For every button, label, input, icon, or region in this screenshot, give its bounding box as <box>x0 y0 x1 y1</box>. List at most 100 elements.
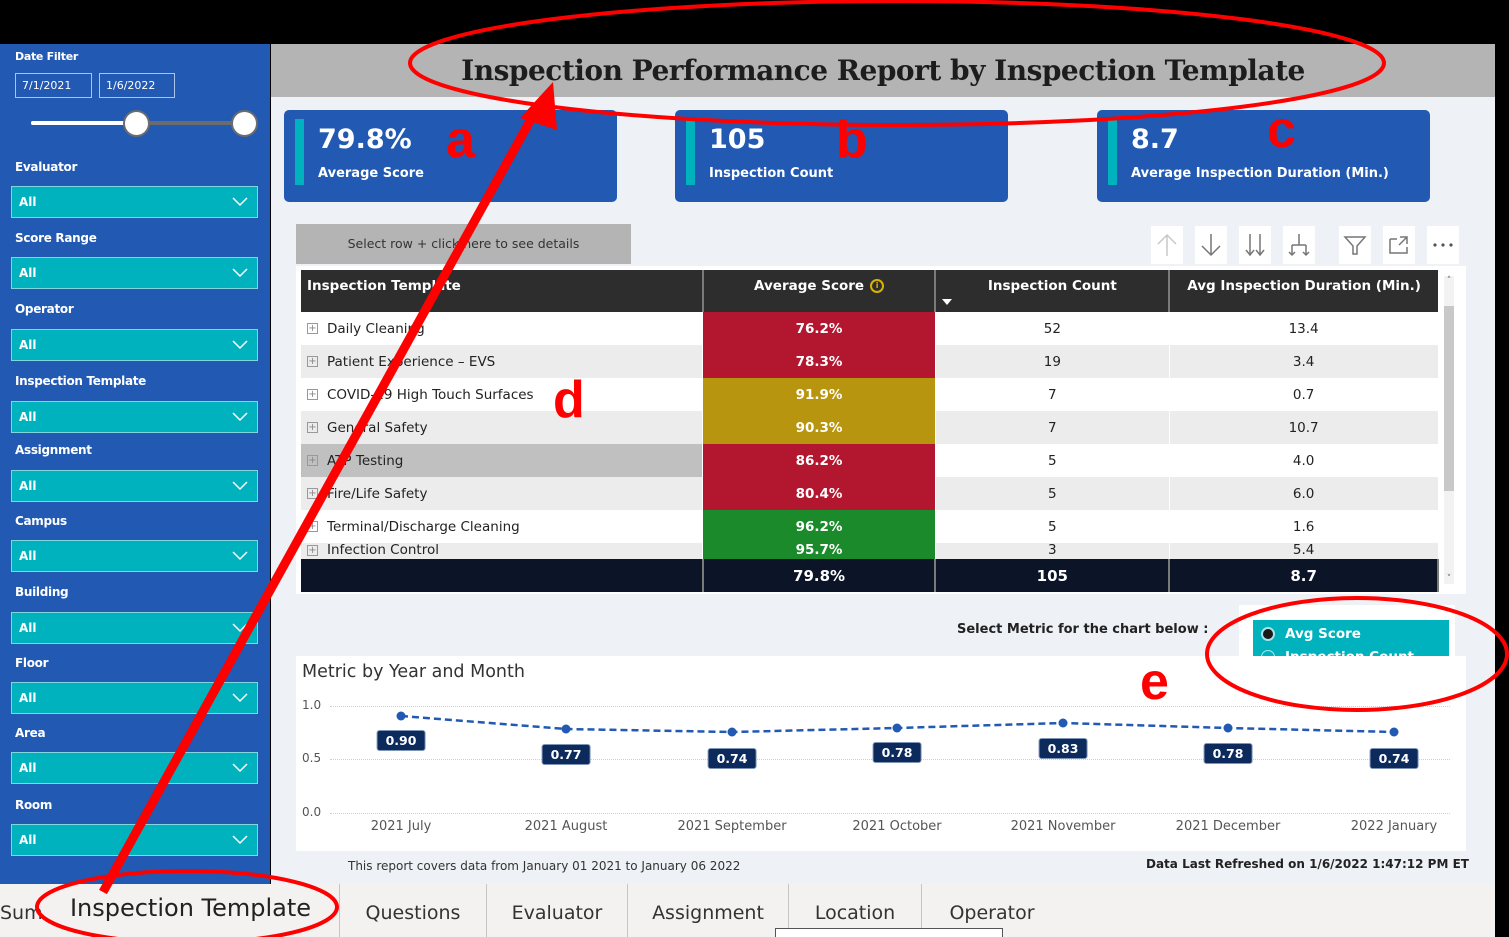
table-row[interactable]: + Terminal/Discharge Cleaning 96.2% 5 1.6 <box>301 510 1439 543</box>
chevron-down-icon <box>232 693 248 703</box>
template-name-cell[interactable]: + Daily Cleaning <box>301 312 704 345</box>
expand-plus-icon[interactable]: + <box>307 488 318 499</box>
tab-inspection-template[interactable]: Inspection Template <box>42 884 339 937</box>
kpi-value: 79.8% <box>318 124 412 155</box>
template-name-cell[interactable]: + Terminal/Discharge Cleaning <box>301 510 704 543</box>
column-header-average-score[interactable]: Average Score i <box>702 270 937 312</box>
column-header-avg-duration[interactable]: Avg Inspection Duration (Min.) <box>1169 270 1438 312</box>
annotation-label-b: b <box>836 111 868 169</box>
tab-summary[interactable]: Summ <box>0 902 42 924</box>
average-score-cell: 95.7% <box>702 543 936 559</box>
metric-option-avg-score[interactable]: Avg Score <box>1261 623 1449 646</box>
tab-evaluator[interactable]: Evaluator <box>487 884 628 937</box>
template-name: General Safety <box>327 419 428 436</box>
tab-assignment[interactable]: Assignment <box>628 884 789 937</box>
filter-label-assignment: Assignment <box>15 443 92 457</box>
table-row[interactable]: + Daily Cleaning 76.2% 52 13.4 <box>301 312 1439 345</box>
date-slider-end-handle[interactable] <box>231 110 258 137</box>
column-header-inspection-count[interactable]: Inspection Count <box>935 270 1171 312</box>
avg-duration-cell: 6.0 <box>1169 477 1439 510</box>
average-score-cell: 96.2% <box>702 510 936 543</box>
table-row[interactable]: + COVID-19 High Touch Surfaces 91.9% 7 0.… <box>301 378 1439 411</box>
template-name-cell[interactable]: + General Safety <box>301 411 704 444</box>
template-name: ATP Testing <box>327 452 404 469</box>
template-name-cell[interactable]: + Infection Control <box>301 543 704 559</box>
page-navigation-box <box>775 928 1003 937</box>
table-row[interactable]: + General Safety 90.3% 7 10.7 <box>301 411 1439 444</box>
tab-location[interactable]: Location <box>789 884 922 937</box>
template-name: Daily Cleaning <box>327 320 425 337</box>
dropdown-value: All <box>19 266 37 280</box>
dropdown-value: All <box>19 479 37 493</box>
evaluator-dropdown[interactable]: All <box>11 186 258 218</box>
inspection-count-cell: 19 <box>935 345 1170 378</box>
dropdown-value: All <box>19 410 37 424</box>
column-header-label: Average Score <box>754 278 865 294</box>
table-scrollbar[interactable]: ˄ ˅ <box>1444 276 1454 584</box>
card-accent <box>686 119 695 185</box>
double-arrow-down-icon[interactable] <box>1239 226 1271 264</box>
expand-plus-icon[interactable]: + <box>307 323 318 334</box>
operator-dropdown[interactable]: All <box>11 329 258 361</box>
score-range-dropdown[interactable]: All <box>11 257 258 289</box>
arrow-up-icon[interactable] <box>1151 226 1183 264</box>
table-row-partial[interactable]: + Infection Control 95.7% 3 5.4 <box>301 543 1439 559</box>
total-count: 105 <box>935 559 1171 592</box>
dropdown-value: All <box>19 621 37 635</box>
focus-mode-icon[interactable] <box>1383 226 1415 264</box>
arrow-down-icon[interactable] <box>1195 226 1227 264</box>
template-name-cell[interactable]: + COVID-19 High Touch Surfaces <box>301 378 704 411</box>
filter-icon[interactable] <box>1339 226 1371 264</box>
average-score-cell: 78.3% <box>702 345 936 378</box>
table-row[interactable]: + Patient Experience – EVS 78.3% 19 3.4 <box>301 345 1439 378</box>
expand-plus-icon[interactable]: + <box>307 455 318 466</box>
filter-label-evaluator: Evaluator <box>15 160 78 174</box>
x-tick: 2021 September <box>677 819 787 834</box>
assignment-dropdown[interactable]: All <box>11 470 258 502</box>
scrollbar-thumb[interactable] <box>1444 306 1454 491</box>
last-refreshed-note: Data Last Refreshed on 1/6/2022 1:47:12 … <box>1146 857 1469 871</box>
table-row-selected[interactable]: + ATP Testing 86.2% 5 4.0 <box>301 444 1439 477</box>
chevron-down-icon <box>232 268 248 278</box>
total-label: Total <box>301 559 704 592</box>
area-dropdown[interactable]: All <box>11 752 258 784</box>
column-header-template[interactable]: Inspection Template <box>301 270 704 312</box>
expand-plus-icon[interactable]: + <box>307 544 318 556</box>
template-name-cell[interactable]: + Fire/Life Safety <box>301 477 704 510</box>
template-name-cell[interactable]: + Patient Experience – EVS <box>301 345 704 378</box>
tab-operator[interactable]: Operator <box>949 902 1035 924</box>
more-options-icon[interactable] <box>1427 226 1459 264</box>
room-dropdown[interactable]: All <box>11 824 258 856</box>
date-start-input[interactable]: 7/1/2021 <box>15 73 92 98</box>
scroll-down-icon[interactable]: ˅ <box>1446 574 1452 584</box>
expand-plus-icon[interactable]: + <box>307 521 318 532</box>
x-tick: 2021 December <box>1175 819 1281 834</box>
tab-questions[interactable]: Questions <box>339 884 487 937</box>
floor-dropdown[interactable]: All <box>11 682 258 714</box>
expand-plus-icon[interactable]: + <box>307 422 318 433</box>
building-dropdown[interactable]: All <box>11 612 258 644</box>
line-series <box>396 711 1399 737</box>
radio-selected-icon[interactable] <box>1261 627 1275 642</box>
expand-plus-icon[interactable]: + <box>307 389 318 400</box>
kpi-label: Average Score <box>318 166 424 181</box>
data-label: 0.90 <box>376 730 426 751</box>
campus-dropdown[interactable]: All <box>11 540 258 572</box>
kpi-label: Inspection Count <box>709 166 834 181</box>
expand-hierarchy-icon[interactable] <box>1283 226 1315 264</box>
dropdown-value: All <box>19 691 37 705</box>
date-slider-start-handle[interactable] <box>123 110 150 137</box>
table-row[interactable]: + Fire/Life Safety 80.4% 5 6.0 <box>301 477 1439 510</box>
template-name-cell[interactable]: + ATP Testing <box>301 444 704 477</box>
inspection-template-dropdown[interactable]: All <box>11 401 258 433</box>
expand-plus-icon[interactable]: + <box>307 356 318 367</box>
filter-label-score-range: Score Range <box>15 231 97 245</box>
chevron-down-icon <box>232 340 248 350</box>
gridline <box>330 706 1450 707</box>
date-end-input[interactable]: 1/6/2022 <box>99 73 175 98</box>
see-details-button[interactable]: Select row + click here to see details <box>296 224 631 264</box>
page-title: Inspection Performance Report by Inspect… <box>461 54 1305 87</box>
scroll-up-icon[interactable]: ˄ <box>1446 276 1452 286</box>
data-label: 0.83 <box>1038 738 1088 759</box>
info-icon[interactable]: i <box>870 279 885 293</box>
